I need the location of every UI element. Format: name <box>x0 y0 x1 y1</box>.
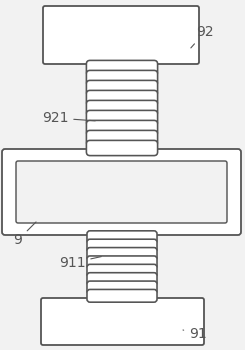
FancyBboxPatch shape <box>87 281 157 294</box>
FancyBboxPatch shape <box>86 120 158 135</box>
FancyBboxPatch shape <box>86 90 158 106</box>
Text: 921: 921 <box>42 111 95 125</box>
FancyBboxPatch shape <box>87 289 157 302</box>
FancyBboxPatch shape <box>87 273 157 286</box>
FancyBboxPatch shape <box>43 6 199 64</box>
Text: 9: 9 <box>13 222 36 247</box>
Text: 91: 91 <box>183 327 207 341</box>
FancyBboxPatch shape <box>87 247 157 260</box>
FancyBboxPatch shape <box>87 256 157 269</box>
FancyBboxPatch shape <box>86 110 158 126</box>
FancyBboxPatch shape <box>86 70 158 86</box>
FancyBboxPatch shape <box>41 298 204 345</box>
FancyBboxPatch shape <box>87 239 157 252</box>
FancyBboxPatch shape <box>2 149 241 235</box>
FancyBboxPatch shape <box>87 264 157 277</box>
FancyBboxPatch shape <box>86 140 158 156</box>
FancyBboxPatch shape <box>86 100 158 116</box>
FancyBboxPatch shape <box>16 161 227 223</box>
FancyBboxPatch shape <box>86 80 158 96</box>
FancyBboxPatch shape <box>86 131 158 146</box>
FancyBboxPatch shape <box>86 61 158 76</box>
Text: 911: 911 <box>59 256 101 270</box>
Text: 92: 92 <box>191 25 214 48</box>
FancyBboxPatch shape <box>87 231 157 244</box>
